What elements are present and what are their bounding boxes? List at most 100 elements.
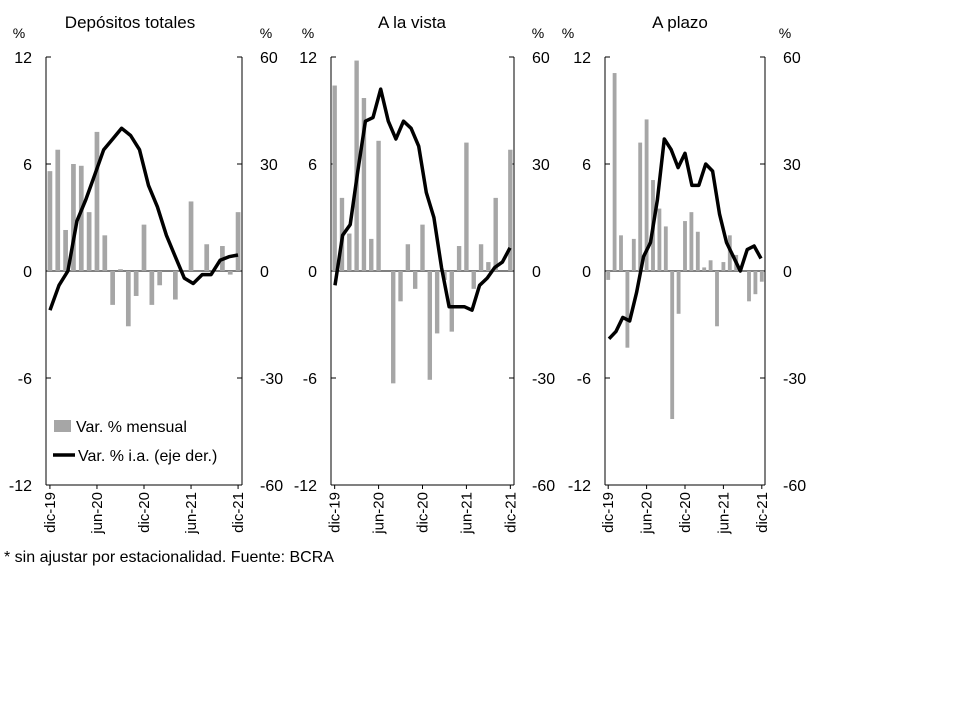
bar-monthly-var (55, 149, 61, 271)
right-tick-label: -30 (783, 371, 806, 388)
bar-monthly-var (102, 235, 108, 271)
bar-monthly-var (471, 271, 476, 289)
bar-monthly-var (657, 208, 662, 271)
x-tick-label: jun-20 (89, 492, 106, 535)
left-axis-unit: % (13, 25, 25, 41)
bar-monthly-var (747, 271, 751, 302)
bar-monthly-var (721, 262, 726, 271)
bar-monthly-var (391, 271, 396, 384)
line-yoy-var (607, 137, 763, 341)
left-tick-label: -12 (568, 478, 591, 495)
bar-monthly-var (644, 119, 649, 272)
bar-monthly-var (638, 142, 643, 271)
bar-monthly-var (464, 142, 469, 271)
bar-monthly-var (631, 238, 636, 271)
bar-monthly-var (94, 131, 100, 271)
bar-monthly-var (398, 271, 403, 302)
bar-monthly-var (118, 269, 123, 271)
bar-monthly-var (715, 271, 719, 327)
right-axis-unit: % (779, 25, 791, 41)
right-tick-label: 0 (532, 264, 541, 281)
bar-monthly-var (759, 271, 764, 282)
right-tick-label: 0 (260, 264, 269, 281)
left-tick-label: -6 (303, 371, 317, 388)
left-tick-label: 0 (308, 264, 317, 281)
bar-monthly-var (663, 226, 668, 271)
x-tick-label: dic-19 (327, 492, 344, 533)
bar-monthly-var (63, 229, 68, 271)
bar-monthly-var (708, 260, 713, 271)
right-tick-label: 30 (532, 157, 550, 174)
legend-bar-label: Var. % mensual (76, 419, 187, 436)
bar-monthly-var (369, 238, 374, 271)
bar-monthly-var (508, 149, 513, 271)
x-tick-label: jun-20 (371, 492, 388, 535)
bar-monthly-var (332, 85, 337, 272)
bar-monthly-var (456, 246, 462, 271)
legend-bar-swatch (54, 420, 71, 432)
right-axis-unit: % (532, 25, 544, 41)
right-tick-label: 60 (260, 50, 278, 67)
left-tick-label: 6 (582, 157, 591, 174)
line-yoy-var (48, 126, 239, 311)
bar-monthly-var (689, 212, 694, 271)
bar-monthly-var (188, 201, 194, 271)
bar-monthly-var (227, 271, 233, 275)
right-tick-label: -60 (260, 478, 283, 495)
bar-monthly-var (173, 271, 178, 300)
x-tick-label: dic-21 (754, 492, 771, 533)
left-tick-label: 12 (14, 50, 32, 67)
x-tick-label: dic-20 (677, 492, 694, 533)
bar-monthly-var (420, 224, 425, 271)
panel-title: Depósitos totales (65, 13, 195, 32)
bar-monthly-var (695, 231, 700, 271)
bar-monthly-var (78, 165, 84, 271)
bar-monthly-var (702, 267, 707, 271)
right-tick-label: 60 (783, 50, 801, 67)
bar-monthly-var (347, 233, 352, 271)
bar-monthly-var (71, 164, 76, 271)
right-tick-label: -30 (260, 371, 283, 388)
right-tick-label: -60 (783, 478, 806, 495)
left-tick-label: -6 (577, 371, 591, 388)
bar-monthly-var (619, 235, 623, 271)
bar-monthly-var (427, 271, 433, 380)
bar-monthly-var (110, 271, 115, 305)
x-tick-label: jun-20 (639, 492, 656, 535)
bar-monthly-var (204, 244, 210, 271)
bar-monthly-var (149, 271, 155, 305)
bar-monthly-var (434, 271, 440, 334)
left-tick-label: 6 (308, 157, 317, 174)
left-tick-label: 6 (23, 157, 32, 174)
line-yoy-var (333, 87, 512, 312)
left-tick-label: -12 (9, 478, 32, 495)
bar-monthly-var (235, 212, 241, 271)
bar-monthly-var (125, 271, 131, 327)
bar-monthly-var (412, 271, 418, 289)
bar-monthly-var (493, 197, 498, 271)
x-tick-label: dic-20 (136, 492, 153, 533)
left-tick-label: 0 (582, 264, 591, 281)
bar-monthly-var (354, 60, 359, 271)
left-axis-unit: % (302, 25, 314, 41)
x-tick-label: dic-20 (415, 492, 432, 533)
bar-monthly-var (625, 271, 630, 348)
bar-monthly-var (86, 212, 92, 271)
bar-monthly-var (676, 271, 681, 314)
footnote: * sin ajustar por estacionalidad. Fuente… (4, 549, 334, 566)
right-tick-label: -30 (532, 371, 555, 388)
right-tick-label: 0 (783, 264, 792, 281)
bar-monthly-var (157, 271, 163, 286)
x-tick-label: dic-19 (42, 492, 59, 533)
x-tick-label: jun-21 (715, 492, 732, 535)
bar-monthly-var (612, 73, 617, 271)
x-tick-label: dic-21 (502, 492, 519, 533)
x-tick-label: dic-21 (230, 492, 247, 533)
bar-monthly-var (606, 271, 611, 280)
bar-monthly-var (486, 262, 491, 271)
x-tick-label: jun-21 (458, 492, 475, 535)
bar-monthly-var (478, 244, 484, 271)
right-tick-label: 60 (532, 50, 550, 67)
bar-monthly-var (753, 271, 758, 295)
bar-monthly-var (449, 271, 454, 332)
